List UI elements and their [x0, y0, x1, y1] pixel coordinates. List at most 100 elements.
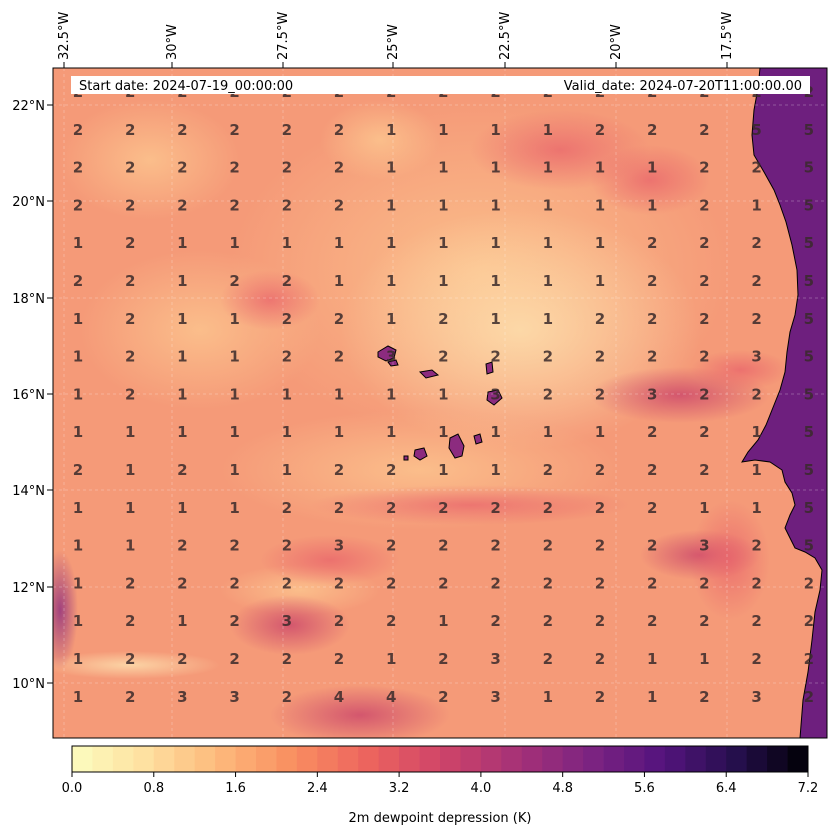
grid-value-label: 1	[386, 159, 396, 177]
grid-value-label: 1	[177, 310, 187, 328]
grid-value-label: 2	[229, 159, 239, 177]
grid-value-label: 5	[804, 537, 814, 555]
lon-tick-label: 22.5°W	[498, 12, 513, 60]
grid-value-label: 2	[73, 461, 83, 479]
grid-value-label: 1	[490, 196, 500, 214]
colorbar-bin	[317, 746, 339, 772]
grid-value-label: 2	[282, 159, 292, 177]
grid-value-label: 2	[282, 272, 292, 290]
grid-value-label: 1	[386, 234, 396, 252]
grid-value-label: 1	[438, 196, 448, 214]
grid-value-label: 2	[386, 537, 396, 555]
grid-value-label: 2	[595, 310, 605, 328]
grid-value-label: 2	[438, 310, 448, 328]
grid-value-label: 2	[438, 574, 448, 592]
grid-value-label: 2	[438, 499, 448, 517]
colorbar-tick-labels: 0.0 0.8 1.6 2.4 3.2 4.0 4.8 5.6 6.4 7.2	[62, 772, 818, 796]
colorbar-tick-label: 4.0	[471, 781, 492, 796]
grid-value-label: 2	[125, 574, 135, 592]
grid-value-label: 3	[490, 385, 500, 403]
grid-value-label: 1	[647, 688, 657, 706]
grid-value-label: 2	[543, 574, 553, 592]
grid-value-label: 2	[125, 234, 135, 252]
grid-value-label: 1	[73, 234, 83, 252]
grid-value-label: 1	[386, 385, 396, 403]
lat-tick-label: 14°N	[12, 484, 45, 499]
grid-value-label: 1	[543, 688, 553, 706]
grid-value-label: 1	[490, 272, 500, 290]
colorbar-bin	[746, 746, 768, 772]
grid-value-label: 1	[543, 159, 553, 177]
grid-value-label: 2	[125, 121, 135, 139]
grid-value-label: 2	[699, 612, 709, 630]
grid-value-label: 2	[595, 121, 605, 139]
grid-value-label: 1	[229, 234, 239, 252]
grid-value-label: 2	[282, 196, 292, 214]
grid-value-label: 1	[595, 423, 605, 441]
grid-value-label: 2	[334, 159, 344, 177]
grid-value-label: 2	[543, 461, 553, 479]
lon-tick-label: 17.5°W	[720, 12, 735, 60]
grid-value-label: 1	[229, 461, 239, 479]
colorbar-bin	[337, 746, 359, 772]
grid-value-label: 2	[177, 650, 187, 668]
grid-value-label: 2	[490, 612, 500, 630]
grid-value-label: 2	[386, 461, 396, 479]
grid-value-label: 2	[699, 385, 709, 403]
grid-value-label: 2	[751, 612, 761, 630]
lon-tick-label: 30°W	[165, 24, 180, 60]
grid-value-label: 2	[334, 461, 344, 479]
grid-value-label: 1	[177, 499, 187, 517]
grid-value-label: 2	[595, 612, 605, 630]
grid-value-label: 2	[282, 574, 292, 592]
grid-value-label: 1	[334, 385, 344, 403]
grid-value-label: 1	[282, 234, 292, 252]
grid-value-label: 2	[490, 348, 500, 366]
grid-value-label: 2	[543, 348, 553, 366]
grid-value-label: 1	[751, 196, 761, 214]
dewpoint-field-map: 2 2 2 2 2 2 2 2 2 2 2 2 2 2 2 2 2 2 2 2 2 1 1 1 1 2 2 2 5 5 2 2 2 2 2 2 1 1 1 1…	[53, 68, 827, 738]
grid-value-label: 2	[73, 196, 83, 214]
grid-value-label: 5	[804, 499, 814, 517]
grid-value-label: 2	[177, 461, 187, 479]
grid-value-label: 2	[282, 310, 292, 328]
grid-value-label: 1	[282, 461, 292, 479]
lon-tick-label: 20°W	[609, 24, 624, 60]
grid-value-label: 2	[751, 385, 761, 403]
grid-value-label: 1	[73, 499, 83, 517]
latitude-tick-labels: 22°N 20°N 18°N 16°N 14°N 12°N 10°N	[12, 99, 53, 692]
grid-value-label: 2	[334, 574, 344, 592]
grid-value-label: 1	[438, 121, 448, 139]
grid-value-label: 2	[751, 310, 761, 328]
grid-value-label: 3	[386, 348, 396, 366]
grid-value-label: 2	[751, 650, 761, 668]
grid-value-label: 2	[647, 121, 657, 139]
grid-value-label: 1	[438, 423, 448, 441]
grid-value-label: 2	[699, 234, 709, 252]
grid-value-label: 5	[804, 461, 814, 479]
map-gridlines	[53, 68, 827, 738]
grid-value-label: 2	[229, 537, 239, 555]
grid-value-label: 1	[73, 650, 83, 668]
grid-value-label: 2	[647, 612, 657, 630]
grid-value-label: 2	[125, 196, 135, 214]
grid-value-label: 1	[699, 650, 709, 668]
grid-value-label: 1	[490, 423, 500, 441]
colorbar-bin	[276, 746, 298, 772]
grid-value-label: 2	[595, 499, 605, 517]
grid-value-label: 1	[73, 423, 83, 441]
colorbar-bin	[92, 746, 114, 772]
colorbar-bin	[112, 746, 134, 772]
grid-value-label: 2	[647, 423, 657, 441]
colorbar-tick-label: 4.8	[552, 781, 573, 796]
grid-value-label: 5	[804, 310, 814, 328]
grid-value-label: 2	[804, 612, 814, 630]
grid-value-label: 2	[647, 348, 657, 366]
grid-value-label: 1	[543, 196, 553, 214]
grid-value-label: 1	[438, 385, 448, 403]
colorbar-bin	[501, 746, 523, 772]
colorbar-label: 2m dewpoint depression (K)	[349, 811, 532, 826]
grid-value-label: 2	[751, 537, 761, 555]
grid-value-label: 2	[699, 688, 709, 706]
grid-value-label: 1	[543, 121, 553, 139]
